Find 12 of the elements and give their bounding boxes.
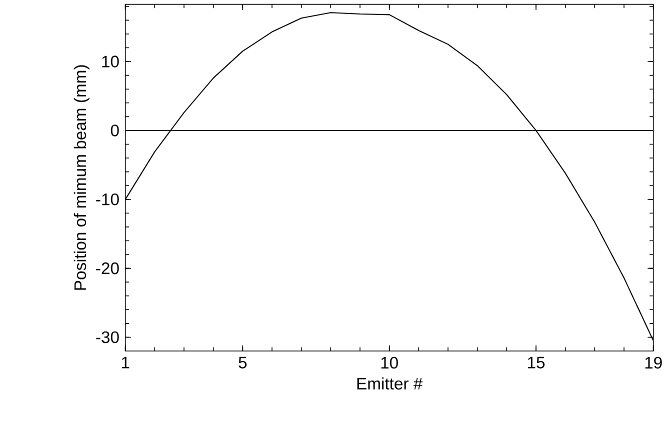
y-tick-label: -10 [96, 193, 119, 206]
x-tick-label: 10 [381, 356, 398, 369]
y-tick-label: -30 [96, 331, 119, 344]
x-tick-label: 15 [528, 356, 545, 368]
x-tick-label: 5 [238, 356, 247, 368]
y-tick-label: -20 [96, 262, 119, 274]
x-axis-title: Emitter # [357, 377, 423, 390]
y-tick-label: 0 [110, 124, 119, 136]
x-tick-label: 19 [645, 356, 662, 369]
y-axis-title: Position of mimum beam (mm) [74, 65, 90, 290]
y-tick-label: 10 [102, 56, 119, 68]
x-tick-label: 1 [122, 356, 130, 368]
